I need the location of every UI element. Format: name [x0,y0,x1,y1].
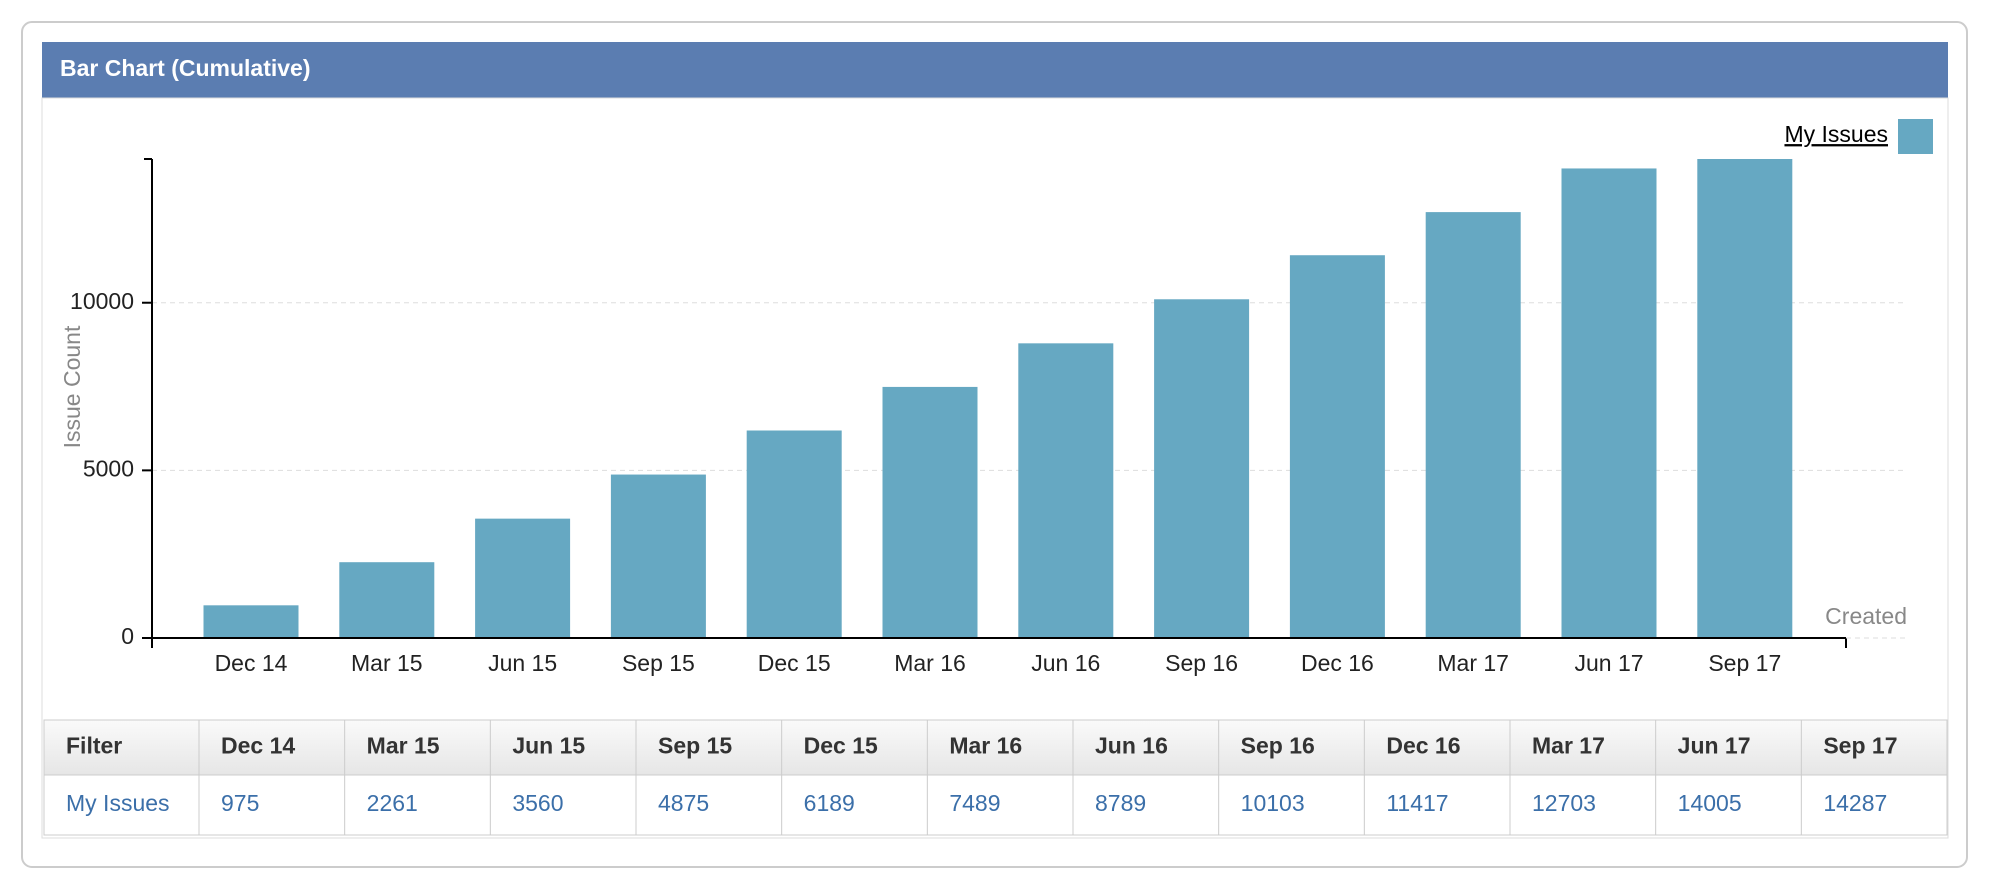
table-cell[interactable]: 8789 [1095,790,1146,816]
x-tick-label: Sep 17 [1708,650,1781,676]
table-header-cell: Sep 17 [1823,733,1897,759]
table-header-cell: Sep 16 [1241,733,1315,759]
y-tick-label: 5000 [83,455,134,481]
x-tick-label: Mar 15 [351,650,423,676]
table-header-cell: Jun 17 [1678,733,1751,759]
bar [1154,299,1250,638]
table-cell[interactable]: 12703 [1532,790,1596,816]
bar [475,518,571,638]
x-tick-label: Mar 16 [894,650,966,676]
table-cell[interactable]: 14005 [1678,790,1742,816]
table-cell[interactable]: 11417 [1386,790,1448,816]
bar [1561,168,1657,639]
table-header-cell: Mar 15 [367,733,440,759]
table-header-cell: Dec 14 [221,733,295,759]
x-tick-label: Dec 15 [758,650,831,676]
table-header-cell: Dec 15 [804,733,878,759]
bar [610,474,706,638]
bar [339,562,435,638]
legend-swatch [1898,119,1933,154]
table-cell[interactable]: 4875 [658,790,709,816]
bar [1018,343,1114,638]
table-cell[interactable]: 14287 [1823,790,1887,816]
x-tick-label: Dec 16 [1301,650,1374,676]
x-tick-label: Mar 17 [1437,650,1509,676]
bar [203,605,299,638]
table-cell[interactable]: 7489 [949,790,1000,816]
x-tick-label: Sep 16 [1165,650,1238,676]
y-tick-label: 10000 [70,288,134,314]
bar [1697,159,1793,638]
table-header-cell: Dec 16 [1386,733,1460,759]
table-cell[interactable]: 975 [221,790,259,816]
table-header-cell: Mar 16 [949,733,1022,759]
x-tick-label: Dec 14 [215,650,288,676]
x-tick-label: Sep 15 [622,650,695,676]
bar [746,430,842,638]
legend-label[interactable]: My Issues [1784,121,1888,147]
gadget-header [42,42,1948,98]
table-cell[interactable]: 3560 [512,790,563,816]
table-header-cell: Filter [66,733,122,759]
table-header-bg [43,719,1948,776]
bar [882,386,978,638]
table-cell[interactable]: 2261 [367,790,418,816]
x-tick-label: Jun 17 [1574,650,1643,676]
bar [1289,255,1385,638]
table-header-cell: Mar 17 [1532,733,1605,759]
x-tick-label: Jun 15 [488,650,557,676]
x-tick-label: Jun 16 [1031,650,1100,676]
x-axis-label: Created [1825,603,1907,629]
chart-title: Bar Chart (Cumulative) [60,55,310,81]
table-header-cell: Jun 16 [1095,733,1168,759]
table-body-bg [43,774,1948,836]
table-header-cell: Jun 15 [512,733,585,759]
table-cell[interactable]: 10103 [1241,790,1305,816]
y-axis-label: Issue Count [59,325,85,448]
table-row-label[interactable]: My Issues [66,790,170,816]
table-header-cell: Sep 15 [658,733,732,759]
bar [1425,212,1521,638]
table-cell[interactable]: 6189 [804,790,855,816]
y-tick-label: 0 [121,623,134,649]
